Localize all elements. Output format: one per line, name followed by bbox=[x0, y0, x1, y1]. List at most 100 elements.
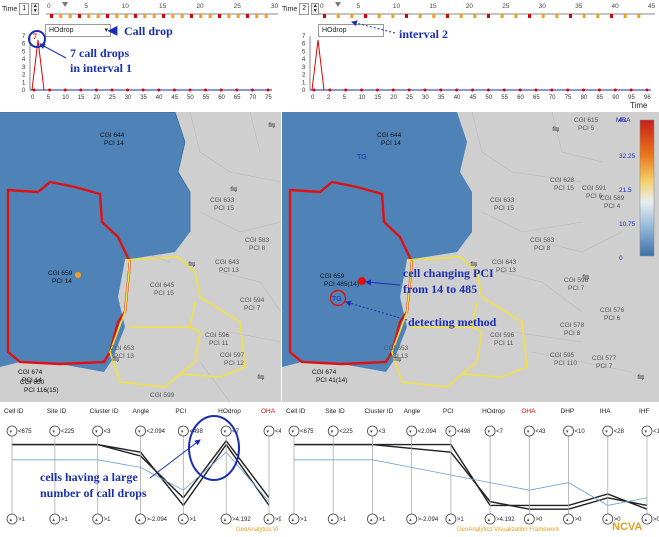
data-point bbox=[267, 89, 270, 92]
ruler-tick-label: 30 bbox=[271, 3, 279, 10]
cell-name-label: CGI 645 bbox=[150, 282, 175, 289]
pc-axis-title: HOdrop bbox=[218, 408, 241, 415]
right-time-input[interactable]: 2 bbox=[299, 3, 309, 15]
left-time-ruler[interactable]: 0 5 10 15 20 25 30 bbox=[44, 0, 280, 22]
pc-polyline bbox=[294, 445, 647, 510]
annot-drops-line1: 7 call drops bbox=[70, 46, 129, 61]
cell-pci-label: PCI 8 bbox=[564, 330, 581, 337]
data-point bbox=[630, 89, 633, 92]
y-tick-label: 3 bbox=[22, 65, 26, 71]
annot-interval-2: interval 2 bbox=[399, 27, 448, 42]
right-time-control: Time 2 ▲ ▼ bbox=[282, 3, 319, 15]
cell-name-label: CGI 674 bbox=[18, 369, 43, 376]
ruler-segment bbox=[419, 14, 422, 18]
y-tick-label: 5 bbox=[22, 49, 26, 55]
data-point bbox=[220, 89, 223, 92]
ruler-segment bbox=[405, 14, 408, 18]
pc-axis-title: DHP bbox=[561, 408, 575, 415]
cell-name-label: CGI 643 bbox=[215, 259, 240, 266]
data-point bbox=[646, 89, 649, 92]
cell-pci-label: PCI 485(14) bbox=[324, 281, 359, 288]
ruler-segment bbox=[209, 14, 212, 18]
right-map[interactable]: CGI 644 PCI 14 CGI 659 PCI 485(14) CGI 653 PC… bbox=[282, 112, 659, 402]
annot-cells-line2: number of call drops bbox=[40, 486, 147, 501]
ruler-segment bbox=[350, 14, 353, 18]
ruler-segment bbox=[78, 14, 81, 18]
cell-pci-label: PCI 110 bbox=[554, 360, 577, 367]
pc-bottom-label: >1 bbox=[457, 517, 465, 523]
x-tick-label: 30 bbox=[125, 95, 132, 101]
cell-name-label: CGI 576 bbox=[600, 307, 625, 314]
x-tick-label: 70 bbox=[549, 95, 556, 101]
x-tick-label: 10 bbox=[62, 95, 69, 101]
cell-name-label: CGI 653 bbox=[110, 345, 135, 352]
y-tick-label: 7 bbox=[22, 34, 26, 40]
ruler-tick-label: 15 bbox=[159, 3, 167, 10]
cell-name-label: CGI 633 bbox=[210, 197, 235, 204]
data-point bbox=[471, 89, 474, 92]
pci-change-marker bbox=[358, 277, 366, 285]
left-map[interactable]: CGI 644 PCI 14 CGI 659 PCI 14 CGI 645 PCI 15 C… bbox=[0, 112, 281, 402]
y-tick-label: 2 bbox=[22, 73, 26, 79]
ruler-segment bbox=[255, 14, 258, 18]
y-tick-label: 3 bbox=[302, 65, 306, 71]
right-parallel-coordinates[interactable]: Cell ID ▾ <675 ▴ >1 Site ID ▾ <225 ▴ >1 Cluster ID… bbox=[282, 403, 659, 537]
pc-top-label: <3 bbox=[104, 429, 112, 435]
left-time-spin-button[interactable]: ▲ ▼ bbox=[31, 3, 39, 15]
cell-name-label: CGI 650 bbox=[20, 379, 45, 386]
right-pc-canvas[interactable]: Cell ID ▾ <675 ▴ >1 Site ID ▾ <225 ▴ >1 Cluster ID… bbox=[282, 403, 659, 537]
ruler-segment bbox=[528, 14, 531, 18]
ruler-segment bbox=[555, 14, 558, 18]
pc-bottom-label: >1 bbox=[339, 517, 347, 523]
cell-pci-label: PCI 4 bbox=[604, 203, 621, 210]
data-point bbox=[173, 89, 176, 92]
ruler-segment bbox=[237, 14, 240, 18]
x-tick-label: 35 bbox=[438, 95, 445, 101]
pc-axis-title: IHA bbox=[600, 408, 612, 415]
cell-pci-label: PCI 6 bbox=[604, 315, 621, 322]
y-tick-label: 1 bbox=[302, 80, 306, 86]
cell-name-label: CGI 595 bbox=[550, 352, 575, 359]
ruler-tick-label: 0 bbox=[320, 3, 324, 10]
annot-method: detecting method bbox=[408, 315, 496, 330]
pc-top-label: <675 bbox=[300, 429, 314, 435]
right-time-ruler[interactable]: 0 5 10 15 20 25 30 35 40 45 bbox=[317, 0, 657, 22]
legend-value: 32.25 bbox=[619, 153, 636, 160]
cell-pci-label: PCI 15 bbox=[214, 205, 234, 212]
series-line bbox=[312, 40, 324, 90]
data-point bbox=[328, 89, 331, 92]
x-tick-label: 5 bbox=[47, 95, 51, 101]
x-tick-label: 45 bbox=[470, 95, 477, 101]
pc-axis-title: HOdrop bbox=[482, 408, 505, 415]
svg-text:⇋: ⇋ bbox=[188, 259, 196, 269]
x-tick-label: 65 bbox=[234, 95, 241, 101]
cell-name-label: CGI 633 bbox=[490, 197, 515, 204]
pc-top-label: <2.094 bbox=[418, 429, 437, 435]
y-tick-label: 5 bbox=[302, 49, 306, 55]
cell-name-label: CGI 628 bbox=[550, 177, 575, 184]
y-tick-label: 6 bbox=[22, 42, 26, 48]
x-tick-label: 85 bbox=[596, 95, 603, 101]
ruler-tick-label: 25 bbox=[234, 3, 242, 10]
cell-name-label: CGI 583 bbox=[245, 237, 270, 244]
data-point bbox=[79, 89, 82, 92]
data-point bbox=[614, 89, 617, 92]
left-selected-site-marker bbox=[75, 272, 81, 278]
left-time-input[interactable]: 1 bbox=[19, 3, 29, 15]
ruler-tick-label: 20 bbox=[466, 3, 474, 10]
ruler-segment bbox=[583, 14, 586, 18]
ruler-segment bbox=[265, 14, 268, 18]
data-point bbox=[455, 89, 458, 92]
data-point bbox=[360, 89, 363, 92]
pc-bottom-label: >0 bbox=[535, 517, 543, 523]
cell-name-label: CGI 659 bbox=[320, 273, 345, 280]
ruler-segment bbox=[596, 14, 599, 18]
svg-text:⇋: ⇋ bbox=[552, 124, 560, 134]
x-tick-label: 25 bbox=[406, 95, 413, 101]
svg-text:⇋: ⇋ bbox=[582, 272, 590, 282]
data-point bbox=[344, 89, 347, 92]
pc-top-label: <225 bbox=[61, 429, 75, 435]
x-tick-label: 45 bbox=[171, 95, 178, 101]
